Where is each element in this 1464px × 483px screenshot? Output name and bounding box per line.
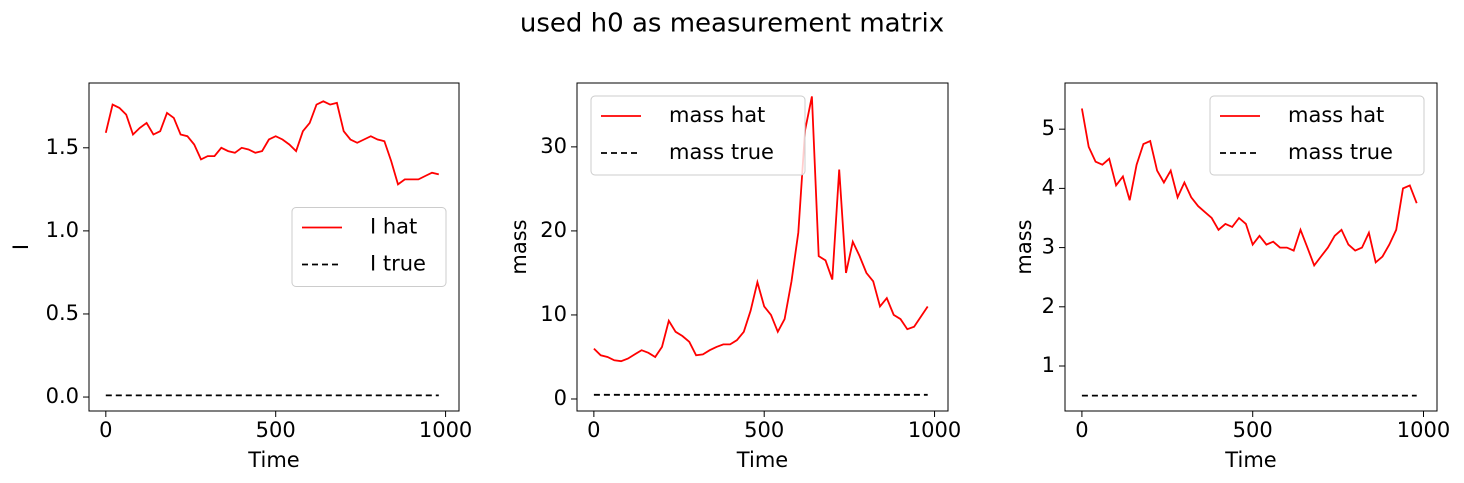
y-axis-label: mass <box>1012 219 1036 274</box>
legend-box <box>1209 95 1425 176</box>
x-axis-label: Time <box>736 448 788 472</box>
series-line <box>593 96 929 363</box>
y-tick-label: 1.0 <box>46 218 79 242</box>
axes-frame <box>1064 82 1438 412</box>
legend-label: mass hat <box>1288 103 1384 127</box>
y-tick-label: 4 <box>1042 175 1055 199</box>
y-tick-label: 30 <box>540 134 567 158</box>
legend-label: I hat <box>370 215 417 239</box>
x-tick-label: 1000 <box>419 418 472 442</box>
x-axis-label: Time <box>1224 448 1276 472</box>
x-tick-label: 0 <box>587 418 600 442</box>
y-tick-label: 0.0 <box>46 384 79 408</box>
x-tick-label: 500 <box>744 418 784 442</box>
series-line <box>104 100 440 186</box>
y-tick-label: 0.5 <box>46 301 79 325</box>
legend-label: I true <box>370 252 426 276</box>
x-tick-label: 0 <box>99 418 112 442</box>
x-tick-label: 500 <box>1233 418 1273 442</box>
series-line <box>1081 108 1418 268</box>
y-tick-label: 1 <box>1042 353 1055 377</box>
y-tick-label: 2 <box>1042 294 1055 318</box>
y-axis-label: I <box>9 244 33 250</box>
legend-box <box>590 95 806 176</box>
figure-title: used h0 as measurement matrix <box>520 9 944 39</box>
legend-label: mass true <box>1288 140 1393 164</box>
axes-frame <box>88 82 460 412</box>
x-tick-label: 1000 <box>908 418 961 442</box>
y-tick-label: 10 <box>540 302 567 326</box>
x-tick-label: 500 <box>256 418 296 442</box>
legend-label: mass true <box>669 140 774 164</box>
y-axis-label: mass <box>507 219 531 274</box>
x-axis-label: Time <box>247 448 299 472</box>
x-tick-label: 1000 <box>1397 418 1450 442</box>
y-tick-label: 5 <box>1042 116 1055 140</box>
legend-label: mass hat <box>669 103 765 127</box>
x-tick-label: 0 <box>1075 418 1088 442</box>
y-tick-label: 20 <box>540 218 567 242</box>
y-tick-label: 1.5 <box>46 135 79 159</box>
axes-frame <box>576 82 949 412</box>
y-tick-label: 0 <box>554 386 567 410</box>
y-tick-label: 3 <box>1042 235 1055 259</box>
